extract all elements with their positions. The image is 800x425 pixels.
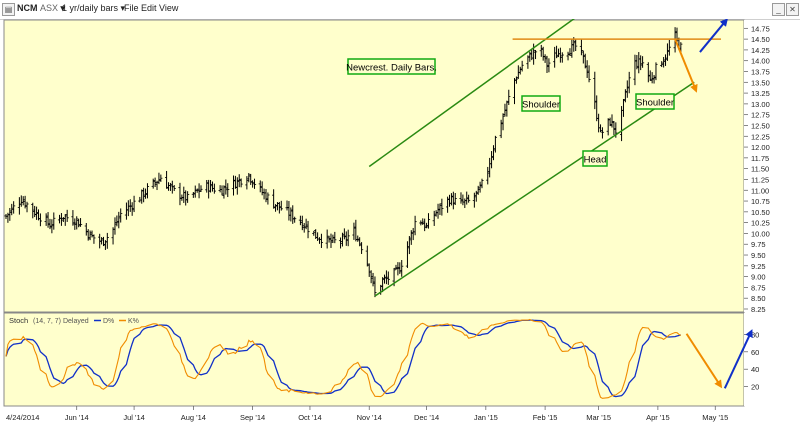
chart-menu-icon[interactable]: ▤ xyxy=(2,3,15,16)
title-label-box: Newcrest. Daily Bars. xyxy=(346,58,437,75)
time-tick-label: Oct '14 xyxy=(298,413,322,422)
price-tick-label: 14.50 xyxy=(751,35,770,44)
shoulder-left-label: Shoulder xyxy=(522,100,560,111)
minimize-icon[interactable]: _ xyxy=(772,3,785,16)
time-tick-label: Dec '14 xyxy=(414,413,439,422)
price-tick-label: 12.00 xyxy=(751,143,770,152)
stoch-tick-label: 60 xyxy=(751,348,759,357)
price-tick-label: 10.75 xyxy=(751,197,770,206)
price-tick-label: 13.25 xyxy=(751,89,770,98)
time-tick-label: Jan '15 xyxy=(474,413,498,422)
stoch-legend-k: K% xyxy=(128,318,139,325)
stoch-legend: Stoch (14, 7, 7) Delayed D% K% xyxy=(9,316,139,325)
time-tick-label: Jul '14 xyxy=(123,413,144,422)
price-tick-label: 9.25 xyxy=(751,262,766,271)
price-tick-label: 10.25 xyxy=(751,219,770,228)
price-tick-label: 11.00 xyxy=(751,186,769,195)
stoch-arrow-up xyxy=(723,329,753,389)
price-tick-label: 14.75 xyxy=(751,24,770,33)
price-tick-label: 14.25 xyxy=(751,46,770,55)
price-tick-label: 8.50 xyxy=(751,294,766,303)
price-tick-label: 12.25 xyxy=(751,132,770,141)
time-tick-label: Feb '15 xyxy=(533,413,558,422)
price-tick-label: 10.00 xyxy=(751,229,770,238)
price-arrow-down xyxy=(674,38,698,93)
price-tick-label: 14.00 xyxy=(751,57,770,66)
price-arrow-up xyxy=(699,19,728,53)
chart-toolbar: ▤ NCM ASX ▾ 1 yr/daily bars ▾ File Edit … xyxy=(0,0,800,20)
channel-lower-line xyxy=(374,81,695,297)
shoulder-right-box: Shoulder xyxy=(635,93,675,110)
chart-title: Newcrest. Daily Bars. xyxy=(346,63,437,74)
stoch-legend-d: D% xyxy=(103,318,114,325)
time-tick-label: Nov '14 xyxy=(357,413,382,422)
channel-upper-line xyxy=(368,19,575,168)
period-selector[interactable]: 1 yr/daily bars ▾ xyxy=(62,3,126,13)
price-tick-label: 12.50 xyxy=(751,121,770,130)
price-tick-label: 9.00 xyxy=(751,273,766,282)
time-tick-label: Sep '14 xyxy=(240,413,265,422)
stoch-arrow-down xyxy=(685,333,723,389)
head-box: Head xyxy=(582,150,608,167)
price-tick-label: 8.75 xyxy=(751,283,766,292)
stoch-tick-label: 80 xyxy=(751,330,759,339)
price-tick-label: 8.25 xyxy=(751,305,766,314)
menu-file[interactable]: File xyxy=(124,3,139,13)
price-tick-label: 13.50 xyxy=(751,78,770,87)
price-tick-label: 10.50 xyxy=(751,208,770,217)
stoch-axis: 80 60 40 20 xyxy=(744,330,759,392)
shoulder-right-label: Shoulder xyxy=(636,98,674,109)
stoch-params: (14, 7, 7) Delayed xyxy=(33,318,89,325)
stoch-tick-label: 20 xyxy=(751,383,759,392)
price-tick-label: 11.25 xyxy=(751,175,769,184)
time-axis: 4/24/2014 Jun '14 Jul '14 Aug '14 Sep '14 Oct… xyxy=(6,406,728,422)
stoch-k-line xyxy=(5,318,682,399)
price-bars xyxy=(4,27,683,298)
stoch-tick-label: 40 xyxy=(751,365,759,374)
time-tick-label: May '15 xyxy=(702,413,728,422)
time-tick-label: Jun '14 xyxy=(65,413,89,422)
shoulder-left-box: Shoulder xyxy=(521,95,561,112)
price-tick-label: 13.00 xyxy=(751,100,770,109)
price-tick-label: 13.75 xyxy=(751,68,770,77)
stoch-panel xyxy=(3,312,745,407)
stoch-d-line xyxy=(5,319,681,398)
stoch-axis-bg xyxy=(744,313,797,406)
time-tick-label: Aug '14 xyxy=(181,413,206,422)
menu-view[interactable]: View xyxy=(159,3,179,13)
price-tick-label: 11.75 xyxy=(751,154,769,163)
close-icon[interactable]: ✕ xyxy=(786,3,799,16)
price-tick-label: 9.50 xyxy=(751,251,766,260)
price-axis-bg xyxy=(744,20,797,312)
time-tick-label: Mar '15 xyxy=(586,413,611,422)
symbol-selector[interactable]: NCM ASX ▾ xyxy=(17,3,66,13)
price-tick-label: 12.75 xyxy=(751,111,770,120)
head-label: Head xyxy=(584,155,607,166)
price-tick-label: 9.75 xyxy=(751,240,766,249)
time-tick-label: Apr '15 xyxy=(646,413,670,422)
time-start-label: 4/24/2014 xyxy=(6,413,39,422)
stoch-label: Stoch xyxy=(9,316,28,325)
price-tick-label: 11.50 xyxy=(751,165,769,174)
menu-edit[interactable]: Edit xyxy=(141,3,157,13)
